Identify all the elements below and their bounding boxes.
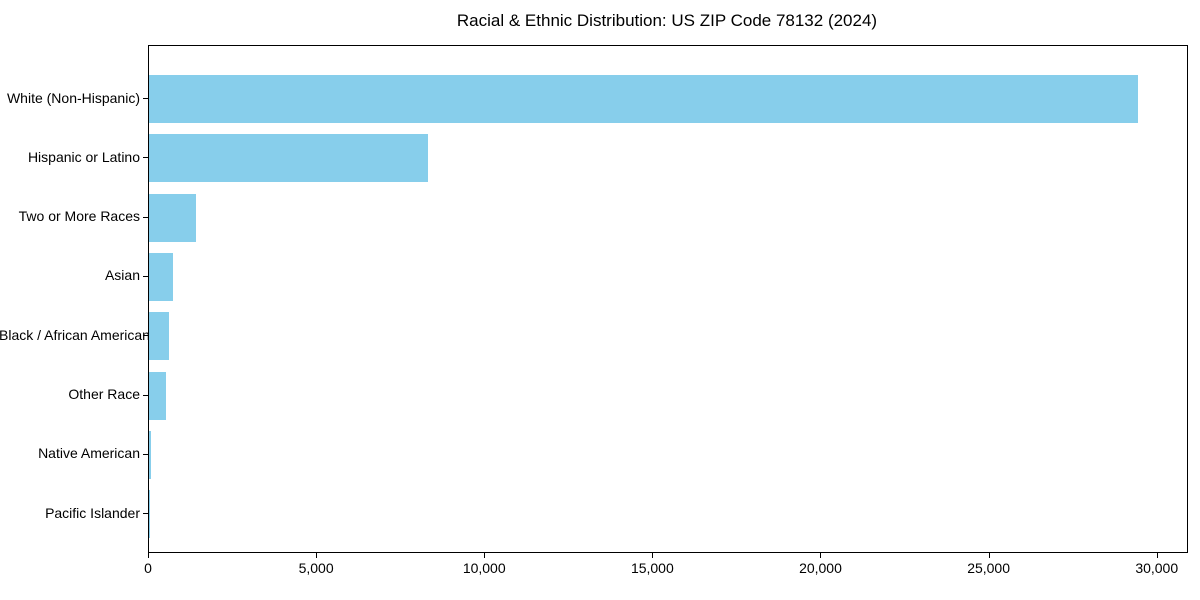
y-tick-label: Other Race: [68, 386, 140, 402]
x-tick-label: 0: [144, 560, 152, 576]
x-tick-label: 15,000: [630, 560, 674, 576]
y-tick-label: Two or More Races: [18, 208, 140, 225]
y-tick-label: Hispanic or Latino: [27, 148, 140, 165]
x-tick-mark: [316, 553, 318, 558]
y-tick-mark: [143, 453, 148, 455]
bar-black-african-american: [149, 312, 170, 361]
y-tick-label: Native American: [38, 445, 140, 462]
bar-hispanic-or-latino: [149, 134, 429, 183]
x-tick-mark: [820, 553, 822, 558]
bar-white-non-hispanic: [149, 75, 1138, 123]
y-tick-mark: [143, 216, 148, 218]
y-tick-mark: [143, 275, 148, 277]
y-tick-label: Black / African American: [0, 326, 150, 343]
y-tick-label: Asian: [104, 267, 140, 284]
plot-area: [148, 45, 1188, 553]
bar-two-or-more-races: [149, 193, 197, 242]
x-tick-label: 20,000: [799, 560, 842, 576]
x-tick-label: 30,000: [1135, 560, 1179, 576]
y-tick-label: White (Non-Hispanic): [6, 89, 140, 106]
x-tick-mark: [484, 553, 486, 558]
x-tick-label: 10,000: [462, 560, 506, 576]
x-tick-mark: [652, 553, 654, 558]
x-tick-label: 25,000: [967, 560, 1011, 576]
y-tick-mark: [143, 394, 148, 396]
y-tick-mark: [143, 335, 148, 337]
y-tick-mark: [143, 513, 148, 515]
y-tick-mark: [143, 98, 148, 99]
x-tick-mark: [1156, 553, 1158, 558]
x-tick-mark: [988, 553, 990, 558]
x-tick-label: 5,000: [298, 560, 334, 576]
bar-native-american: [149, 430, 151, 479]
bar-other-race: [149, 371, 166, 420]
bar-asian: [149, 252, 173, 301]
y-tick-label: Pacific Islander: [45, 504, 140, 521]
chart-title: Racial & Ethnic Distribution: US ZIP Cod…: [456, 11, 878, 30]
y-tick-mark: [143, 157, 148, 159]
x-tick-mark: [148, 553, 149, 558]
